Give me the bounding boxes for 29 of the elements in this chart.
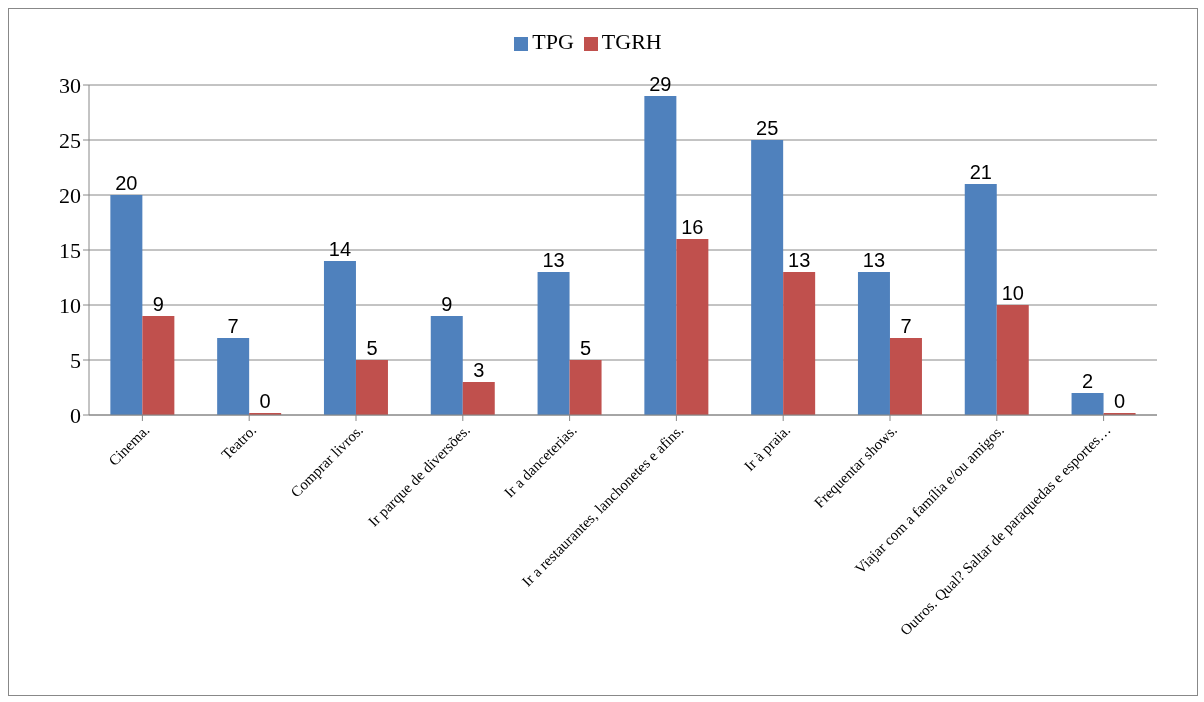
y-tick-label: 5 [70, 347, 81, 373]
data-label: 10 [1001, 282, 1024, 304]
data-label: 3 [473, 359, 485, 381]
legend-label: TPG [532, 29, 574, 54]
data-label: 16 [681, 216, 704, 238]
data-label: 0 [259, 390, 271, 412]
data-label: 5 [580, 337, 592, 359]
data-label: 13 [788, 249, 811, 271]
data-label: 2 [1082, 370, 1094, 392]
y-tick-label: 20 [59, 182, 81, 208]
y-tick-label: 0 [70, 402, 81, 428]
data-label: 29 [649, 73, 672, 95]
y-tick-label: 15 [59, 237, 81, 263]
data-label: 21 [969, 161, 992, 183]
data-label: 7 [227, 315, 239, 337]
data-label: 13 [862, 249, 886, 271]
data-label: 7 [900, 315, 912, 337]
data-label: 13 [542, 249, 565, 271]
y-tick-label: 30 [59, 72, 81, 98]
data-label: 20 [115, 172, 138, 194]
data-label: 14 [328, 238, 352, 260]
y-tick-label: 25 [59, 127, 81, 153]
legend-label: TGRH [601, 29, 662, 54]
data-label: 0 [1114, 390, 1126, 412]
data-label: 9 [152, 293, 164, 315]
data-label: 25 [756, 117, 779, 139]
data-label: 9 [441, 293, 453, 315]
data-label: 5 [366, 337, 378, 359]
y-tick-label: 10 [59, 292, 81, 318]
